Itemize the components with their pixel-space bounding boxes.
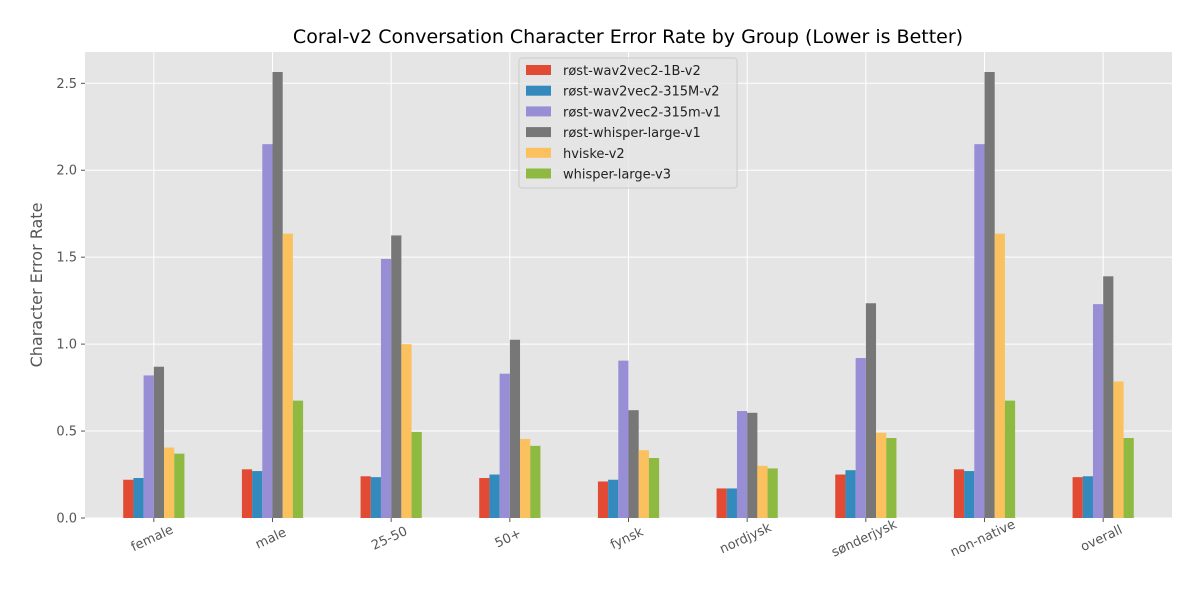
bar — [292, 400, 304, 518]
bar — [252, 471, 263, 518]
bar — [1103, 276, 1114, 518]
bar — [865, 303, 877, 518]
legend-label: røst-wav2vec2-315M-v2 — [563, 85, 720, 100]
bar — [835, 474, 846, 518]
legend-box — [518, 57, 738, 189]
legend-item: whisper-large-v3 — [526, 168, 671, 183]
bar — [876, 432, 887, 518]
bar — [845, 470, 856, 518]
legend-item: røst-wav2vec2-315m-v1 — [526, 105, 721, 120]
bars — [123, 71, 1134, 518]
legend-item: røst-whisper-large-v1 — [526, 126, 701, 141]
bar — [608, 479, 619, 518]
y-tick-label: 2.0 — [56, 164, 77, 179]
legend-swatch — [526, 168, 551, 179]
legend: røst-wav2vec2-1B-v2 røst-wav2vec2-315M-v2… — [518, 57, 738, 189]
legend-item: hviske-v2 — [526, 147, 625, 162]
bar-series — [123, 469, 1083, 518]
bar — [401, 344, 412, 518]
legend-swatch — [526, 127, 551, 138]
bar — [994, 233, 1005, 518]
bar — [1123, 438, 1134, 518]
bar — [370, 477, 381, 518]
bar — [241, 469, 253, 518]
legend-label: whisper-large-v3 — [563, 168, 671, 183]
bar — [736, 411, 748, 518]
y-tick-label: 0.0 — [56, 512, 77, 527]
bar — [520, 438, 531, 518]
bar — [479, 478, 490, 518]
bar — [164, 447, 175, 518]
bar — [974, 144, 985, 518]
bar — [618, 360, 629, 518]
bar — [628, 410, 639, 518]
bar-series — [164, 233, 1124, 518]
bar-series — [133, 470, 1093, 518]
bar — [143, 375, 154, 518]
bar — [964, 471, 975, 518]
bar — [272, 71, 283, 518]
legend-swatch — [526, 65, 551, 75]
bar — [984, 71, 995, 518]
legend-label: hviske-v2 — [563, 147, 625, 162]
bar — [855, 358, 866, 518]
bar — [638, 450, 649, 518]
bar — [757, 465, 768, 518]
bar — [747, 412, 758, 518]
legend-item: røst-wav2vec2-1B-v2 — [526, 64, 701, 79]
bar — [953, 469, 965, 518]
bar — [726, 488, 737, 518]
bar-series — [153, 71, 1114, 518]
y-axis-label: Character Error Rate — [27, 203, 46, 368]
bar — [716, 488, 727, 518]
bar-series — [174, 400, 1134, 518]
bar — [648, 458, 660, 518]
legend-swatch — [526, 147, 551, 158]
y-tick-label: 2.5 — [56, 77, 77, 92]
y-tick-label: 1.0 — [56, 338, 77, 353]
bar — [360, 476, 371, 518]
bar — [391, 235, 402, 518]
legend-swatch — [526, 106, 551, 117]
bar — [767, 468, 778, 518]
y-axis-ticks: 0.0 0.5 1.0 1.5 2.0 2.5 — [56, 77, 85, 527]
bar — [380, 258, 392, 518]
bar — [411, 431, 422, 518]
bar — [509, 339, 521, 518]
y-tick-label: 0.5 — [56, 425, 77, 440]
bar — [1082, 476, 1093, 518]
bar — [597, 481, 609, 518]
bar — [489, 474, 500, 518]
legend-swatch — [526, 85, 551, 96]
legend-label: røst-wav2vec2-315m-v1 — [563, 105, 721, 120]
chart-title: Coral-v2 Conversation Character Error Ra… — [293, 26, 963, 48]
bar — [262, 144, 273, 518]
bar — [123, 479, 134, 518]
legend-label: røst-wav2vec2-1B-v2 — [563, 64, 701, 79]
bar — [153, 366, 165, 518]
bar — [1004, 400, 1016, 518]
bar — [282, 233, 293, 518]
bar — [174, 453, 185, 518]
bar — [530, 445, 541, 518]
legend-item: røst-wav2vec2-315M-v2 — [526, 85, 720, 100]
bar — [1113, 381, 1124, 518]
bar — [1072, 477, 1083, 518]
bar — [133, 478, 144, 518]
y-tick-label: 1.5 — [56, 251, 77, 266]
bar — [499, 373, 510, 518]
legend-label: røst-whisper-large-v1 — [563, 126, 701, 141]
bar — [1092, 304, 1104, 518]
bar — [886, 438, 897, 518]
bar-series — [143, 144, 1104, 518]
